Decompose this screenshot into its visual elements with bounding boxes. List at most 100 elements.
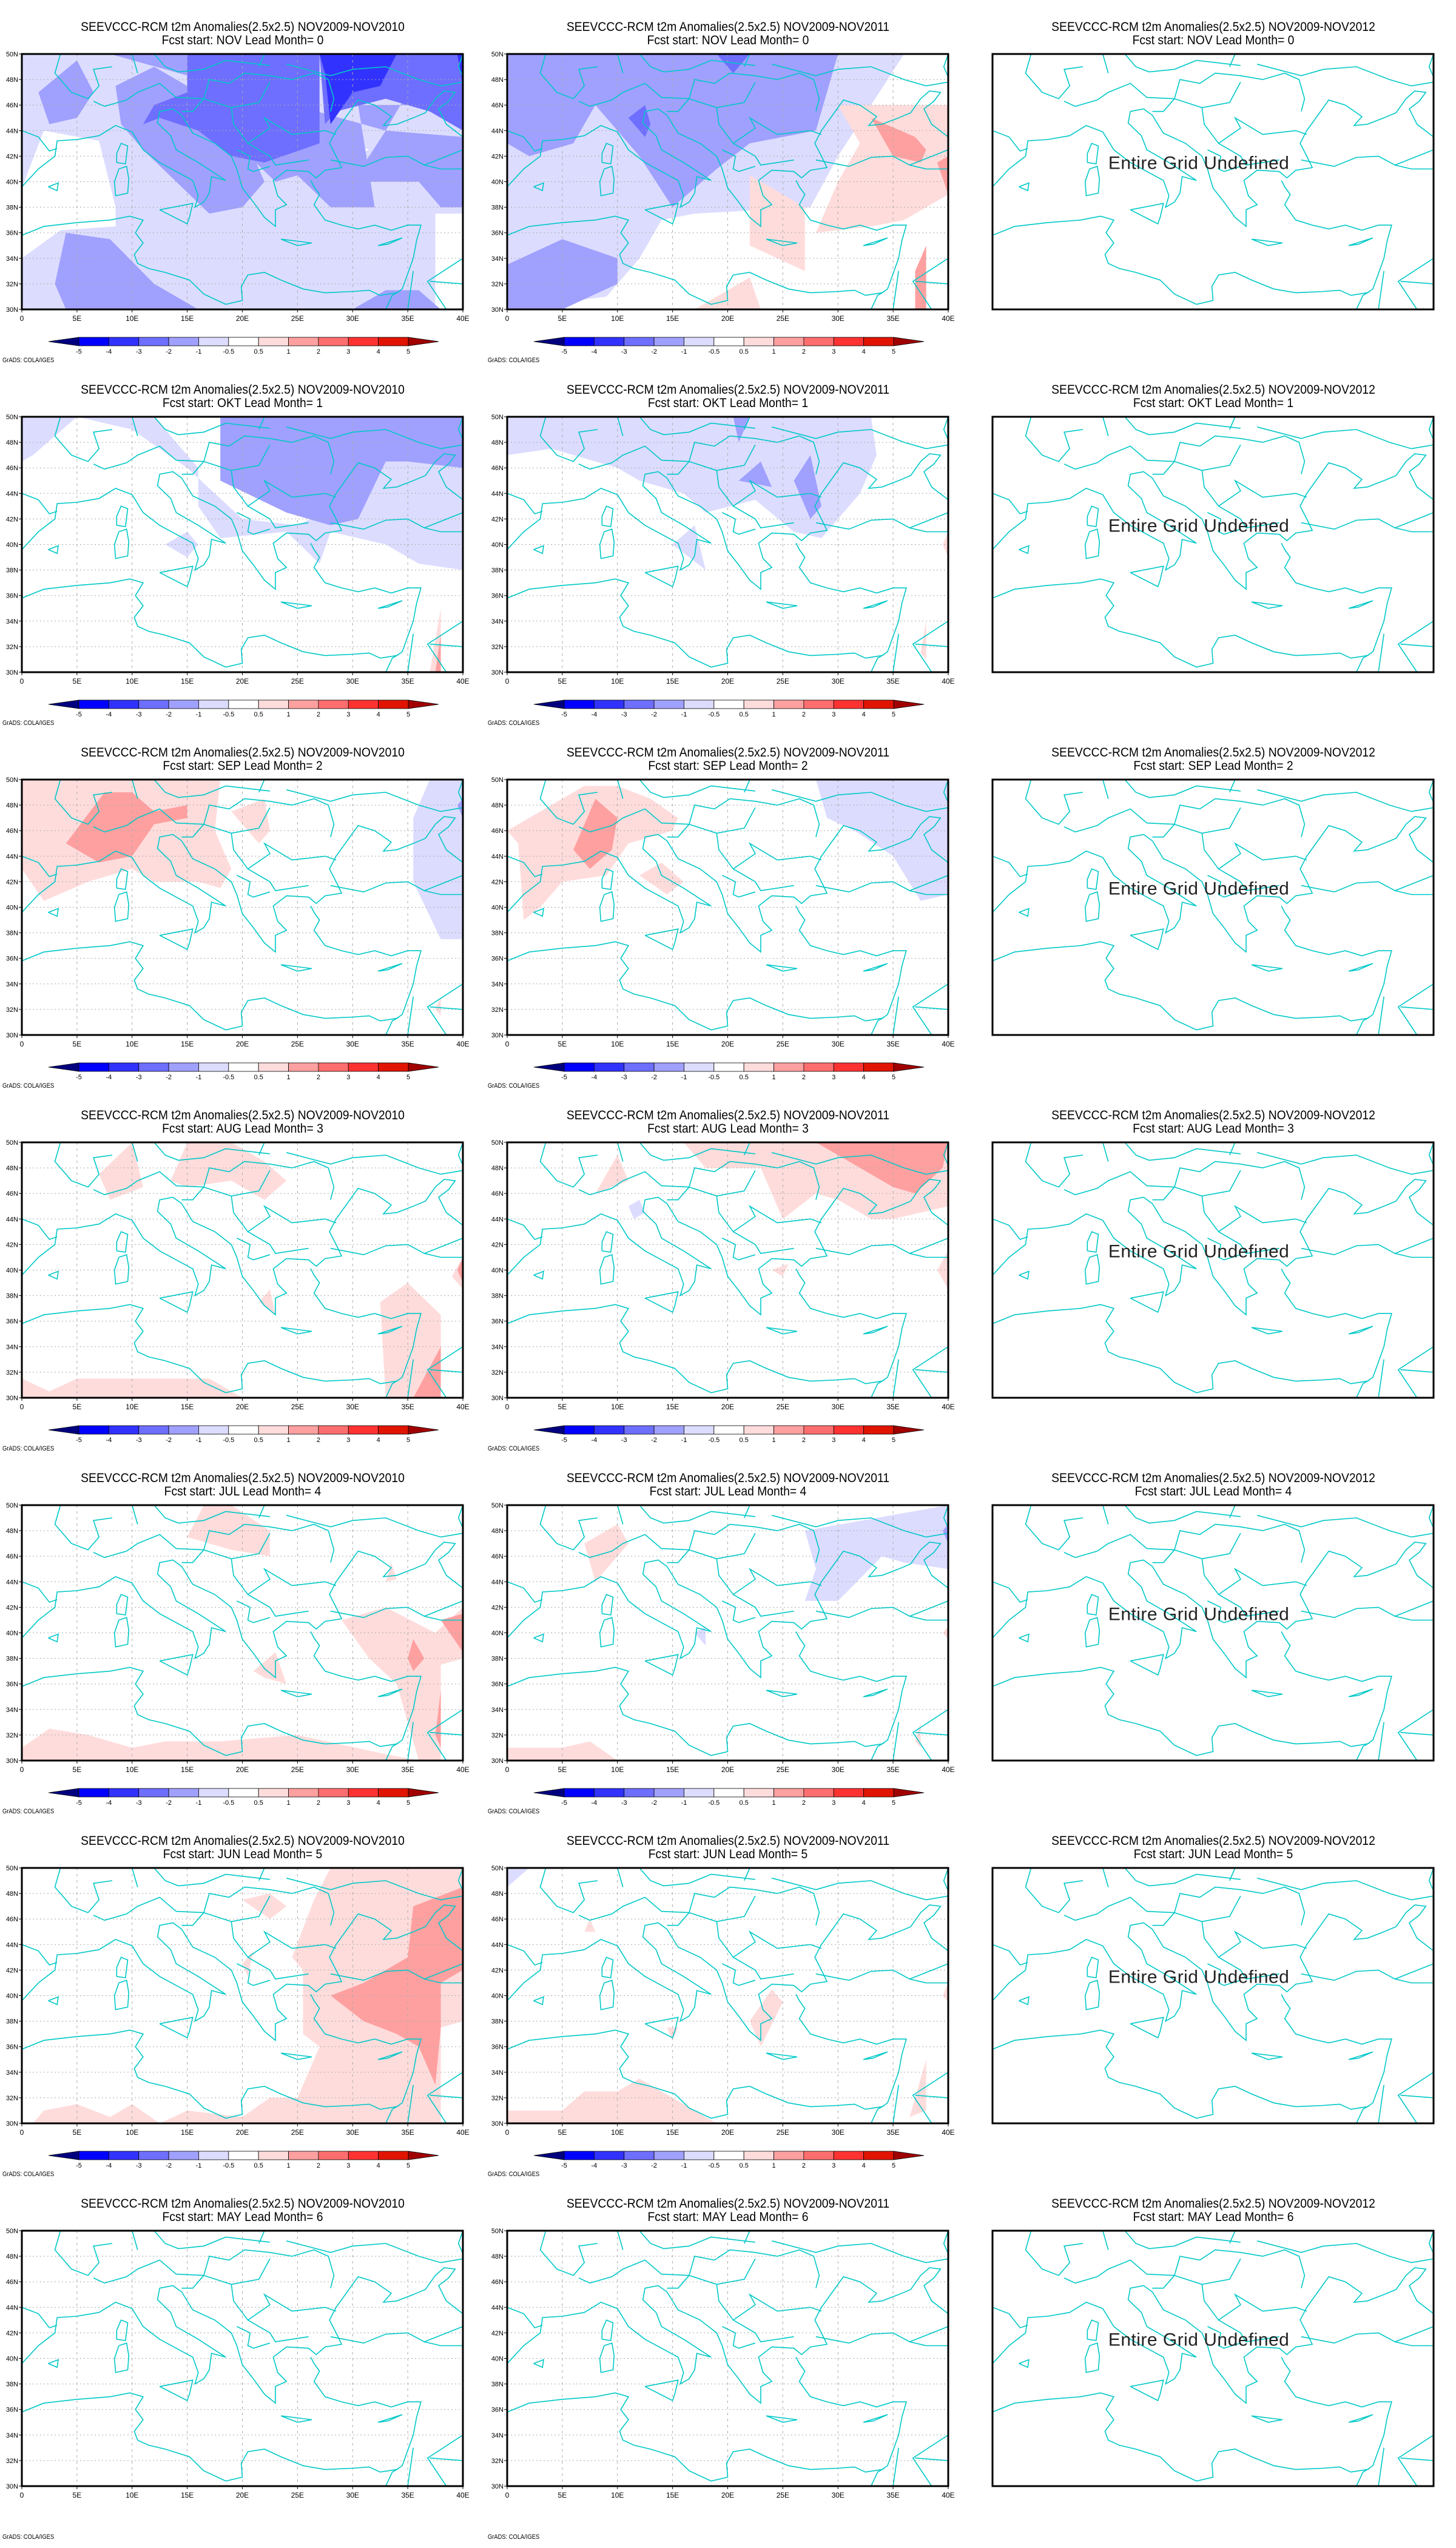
coastline [407,2447,414,2486]
coastline [181,2275,204,2289]
colorbar-swatch [684,1062,715,1072]
panel-title: SEEVCCC-RCM t2m Anomalies(2.5x2.5) NOV20… [566,383,890,397]
x-tick-label: 20E [721,1040,734,1048]
colorbar-label: 2 [802,348,806,356]
colorbar-swatch [378,1062,409,1072]
y-tick-label: 40N [6,179,18,186]
coastline [22,2267,463,2404]
coastline [599,166,615,197]
coastline [203,444,271,471]
y-tick-label: 50N [6,777,18,784]
coastline [248,868,309,891]
coastline [744,2231,750,2244]
y-tick-label: 38N [6,930,18,937]
map-plot: 0 5E 10E 15E 20E 25E 30E 35E 40E 30N 32N 34N 36N 38N 4… [6,2228,470,2499]
coastline [153,780,270,798]
coastline [644,203,679,225]
forecast-panel: SEEVCCC-RCM t2m Anomalies(2.5x2.5) NOV20… [0,363,485,727]
coastline [54,1505,113,1551]
colorbar-label: 5 [892,711,895,718]
colorbar-swatch [863,1788,894,1798]
coastline [1201,833,1307,870]
colorbar-label: -1 [681,1074,687,1081]
map-plot: Entire Grid Undefined [991,53,1435,311]
coastline [599,1254,615,1285]
coastline [424,1238,463,1254]
x-tick-label: 20E [236,1040,249,1048]
colorbar: -5 -4 -3 -2 -1 -0.5 0.5 1 2 3 4 5 [533,2151,925,2169]
coastline [1218,1594,1279,1617]
colorbar-label: 4 [862,1437,866,1444]
coastline [1348,237,1373,246]
coastline [286,1515,463,1538]
map-plot: 0 5E 10E 15E 20E 25E 30E 35E 40E 30N 32N 34N 36N 38N 4… [491,1865,955,2169]
anomaly-base-fill [993,417,1434,672]
x-tick-label: 5E [73,1403,82,1411]
colorbar-label: -3 [621,711,627,718]
colorbar-label: 4 [377,711,380,718]
panel-title: SEEVCCC-RCM t2m Anomalies(2.5x2.5) NOV20… [81,1471,405,1485]
coastline [48,1633,59,1643]
x-tick-label: 40E [942,314,954,323]
coastline [689,807,756,834]
colorbar-swatch [863,699,894,709]
coastline [863,600,888,609]
coastline [377,1326,403,1335]
panel-subtitle: Fcst start: JUN Lead Month= 5 [1133,1847,1293,1861]
coastline [507,1218,543,1240]
anomaly-contour-fill [942,1626,948,1639]
coastline [457,2231,463,2254]
colorbar-label: -0.5 [223,2162,234,2169]
panel-subtitle: Fcst start: MAY Lead Month= 6 [162,2210,323,2224]
panel-subtitle: Fcst start: JUL Lead Month= 4 [1134,1485,1292,1498]
colorbar-label: -4 [106,711,112,718]
colorbar-label: -1 [196,2162,202,2169]
coastline [1174,807,1241,834]
coastline [722,1238,756,1261]
colorbar-swatch [378,1788,409,1798]
colorbar-label: 1 [772,1799,775,1807]
y-tick-label: 42N [491,516,504,523]
coastline [1400,2094,1434,2098]
colorbar-label: -3 [621,2162,627,2169]
colorbar-swatch [318,1788,349,1798]
x-tick-label: 0 [505,677,510,686]
y-tick-label: 42N [491,1967,504,1974]
coastline [1348,1688,1373,1697]
colorbar: -5 -4 -3 -2 -1 -0.5 0.5 1 2 3 4 5 [48,699,439,718]
colorbar-swatch [198,1062,229,1072]
x-tick-label: 30E [346,314,359,323]
coastline [1207,875,1241,898]
coastline [993,2307,1028,2328]
coastline [1218,143,1279,166]
coastline [1102,417,1109,436]
x-tick-label: 30E [346,1403,359,1411]
forecast-panel: SEEVCCC-RCM t2m Anomalies(2.5x2.5) NOV20… [485,0,971,365]
coastline [1130,565,1164,588]
coastline [132,2231,138,2250]
coastline [507,90,948,228]
colorbar-swatch [684,1788,715,1798]
y-tick-label: 48N [491,802,504,809]
anomaly-contour-fill [22,1728,419,1761]
colorbar-swatch [653,2151,684,2160]
colorbar-swatch [228,337,259,346]
coastline [1174,1895,1241,1923]
anomaly-contour-fill [507,2078,717,2123]
panel-subtitle: Fcst start: JUL Lead Month= 4 [164,1485,322,1498]
coastline [1025,1868,1084,1913]
plot-frame [991,2230,1435,2487]
forecast-panel: SEEVCCC-RCM t2m Anomalies(2.5x2.5) NOV20… [485,363,971,727]
y-tick-label: 44N [6,2304,18,2311]
coastline [771,2240,948,2263]
y-tick-label: 32N [6,1006,18,1014]
colorbar-swatch [593,699,625,709]
map-plot: 0 5E 10E 15E 20E 25E 30E 35E 40E 30N 32N 34N 36N 38N 4… [6,414,470,718]
colorbar-label: 5 [406,711,410,718]
colorbar-swatch [624,1425,655,1435]
x-tick-label: 5E [73,2128,82,2137]
coastline [915,2457,948,2461]
colorbar-label: 5 [406,2162,410,2169]
panel-title: SEEVCCC-RCM t2m Anomalies(2.5x2.5) NOV20… [1051,20,1375,34]
coastline [286,1878,463,1901]
